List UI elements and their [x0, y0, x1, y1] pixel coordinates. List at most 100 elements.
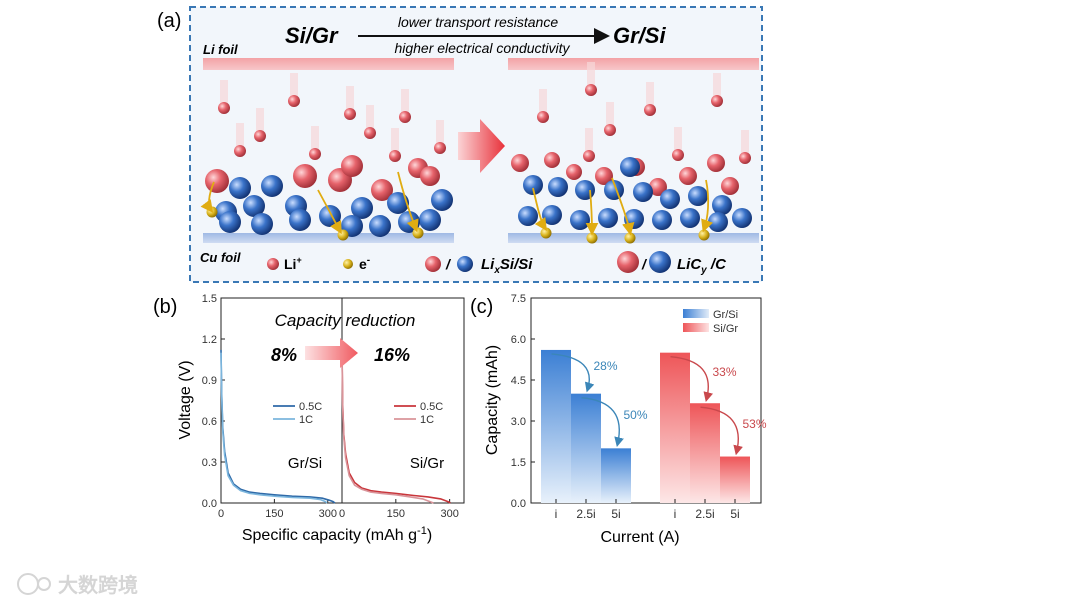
cu-foil-label: Cu foil — [200, 250, 241, 265]
particle-layer — [200, 62, 752, 244]
reduction-left-value: 8% — [271, 345, 297, 365]
silicon-particle — [431, 189, 453, 211]
panel-b-xlabel: Specific capacity (mAh g-1) — [242, 525, 432, 544]
drop-label: 53% — [743, 417, 767, 431]
lithiated-particle — [707, 154, 725, 172]
panel-b-y-ticks: 0.0 0.3 0.6 0.9 1.2 1.5 — [202, 293, 225, 510]
silicon-particle — [708, 212, 728, 232]
ion-trail — [646, 82, 654, 108]
silicon-particle — [219, 211, 241, 233]
ion-trail — [256, 108, 264, 134]
ion-trail — [606, 102, 614, 128]
drop-arrow — [700, 406, 743, 456]
y-tick-label: 0.9 — [202, 375, 217, 387]
voltage-curve-05C-grsi — [220, 349, 336, 504]
li-ion-particle — [364, 127, 376, 139]
li-ion-particle — [434, 142, 446, 154]
panel-c-axes-frame — [530, 297, 762, 504]
silicon-particle — [680, 208, 700, 228]
silicon-particle — [523, 175, 543, 195]
legend-label-sigr: Si/Gr — [713, 323, 738, 335]
li-ion-particle — [309, 148, 321, 160]
lithiated-particle — [566, 164, 582, 180]
left-title: Si/Gr — [285, 23, 339, 48]
li-ion-particle — [288, 95, 300, 107]
legend-label-05C-sigr: 0.5C — [420, 401, 443, 413]
electron-path — [317, 189, 342, 235]
lithiated-particle — [649, 178, 667, 196]
y-tick-label: 1.5 — [511, 457, 526, 469]
panel-c-drop-annotations: 28% 50% 33% 53% — [551, 353, 767, 456]
cu-foil-left — [203, 233, 454, 243]
x-tick-label: 5i — [730, 507, 739, 521]
bar-sigr-25i — [690, 403, 720, 503]
y-tick-label: 3.0 — [511, 416, 526, 428]
silicon-particle — [369, 215, 391, 237]
silicon-particle — [660, 189, 680, 209]
silicon-particle — [419, 209, 441, 231]
reduction-arrow — [305, 338, 358, 368]
bar-grsi-i — [541, 349, 571, 503]
lithiated-particle — [293, 164, 317, 188]
reduction-right-value: 16% — [374, 345, 410, 365]
silicon-particle — [575, 180, 595, 200]
y-tick-label: 1.2 — [202, 334, 217, 346]
ion-trail — [366, 105, 374, 131]
transition-arrow — [458, 119, 505, 173]
li-foil-right — [508, 58, 759, 70]
electron-particle — [206, 206, 218, 218]
li-ion-particle — [344, 108, 356, 120]
drop-label: 33% — [713, 365, 737, 379]
electron-particle — [540, 227, 552, 239]
drop-arrow — [551, 353, 595, 393]
ion-trail — [391, 128, 399, 154]
arrow-bottom-text: higher electrical conductivity — [394, 40, 570, 56]
li-ion-particle — [399, 111, 411, 123]
panel-c-legend: Gr/Si Si/Gr — [683, 309, 738, 335]
y-tick-label: 0.0 — [202, 498, 217, 510]
silicon-particle — [229, 177, 251, 199]
panel-c-bar-chart: (c) 0.0 1.5 3.0 4.5 6.0 7.5 i 2.5i 5i i 2.5i 5i 28… — [470, 293, 767, 546]
subplot-name-sigr: Si/Gr — [410, 455, 444, 472]
legend-li-ion-icon — [267, 258, 279, 270]
li-ion-particle — [604, 124, 616, 136]
silicon-particle — [351, 197, 373, 219]
x-tick-label: 150 — [387, 508, 405, 520]
x-tick-label: 150 — [265, 508, 283, 520]
panel-b-voltage-chart: (b) 0.00.30.60.91.21.5 0 150 300 0 150 300 Vo… — [153, 293, 465, 544]
legend-big-red-particle-icon — [617, 251, 639, 273]
x-tick-label: 2.5i — [695, 507, 714, 521]
x-tick-label: 300 — [440, 508, 458, 520]
lithiated-particle — [420, 166, 440, 186]
electron-path — [585, 189, 599, 236]
x-tick-label: 5i — [611, 507, 620, 521]
lithiated-particle — [595, 167, 613, 185]
panel-b-label: (b) — [153, 296, 177, 318]
y-tick-label: 6.0 — [511, 334, 526, 346]
y-tick-label: 0.6 — [202, 416, 217, 428]
watermark: 大数跨境 — [17, 573, 138, 597]
li-ion-particle — [644, 104, 656, 116]
legend-label-grsi: Gr/Si — [713, 309, 738, 321]
legend-lixsi: LixSi/Si — [481, 256, 533, 276]
panel-c-y-ticks: 0.0 1.5 3.0 4.5 6.0 7.5 — [511, 293, 535, 510]
silicon-particle — [570, 210, 590, 230]
arrow-top-text: lower transport resistance — [398, 14, 559, 30]
silicon-particle — [261, 175, 283, 197]
panel-b-series — [220, 349, 451, 504]
li-ion-particle — [537, 111, 549, 123]
y-tick-label: 7.5 — [511, 293, 526, 305]
silicon-particle — [732, 208, 752, 228]
ion-trail — [401, 89, 409, 115]
legend-licy: LiCy /C — [677, 256, 727, 276]
ion-trail — [311, 126, 319, 152]
ion-trail — [220, 80, 228, 106]
ion-trail — [290, 73, 298, 99]
x-tick-label: 300 — [319, 508, 337, 520]
legend-sep-1: / — [445, 256, 452, 272]
x-tick-label: 0 — [218, 508, 224, 520]
x-tick-label: i — [674, 507, 677, 521]
legend-electron-icon — [343, 259, 353, 269]
